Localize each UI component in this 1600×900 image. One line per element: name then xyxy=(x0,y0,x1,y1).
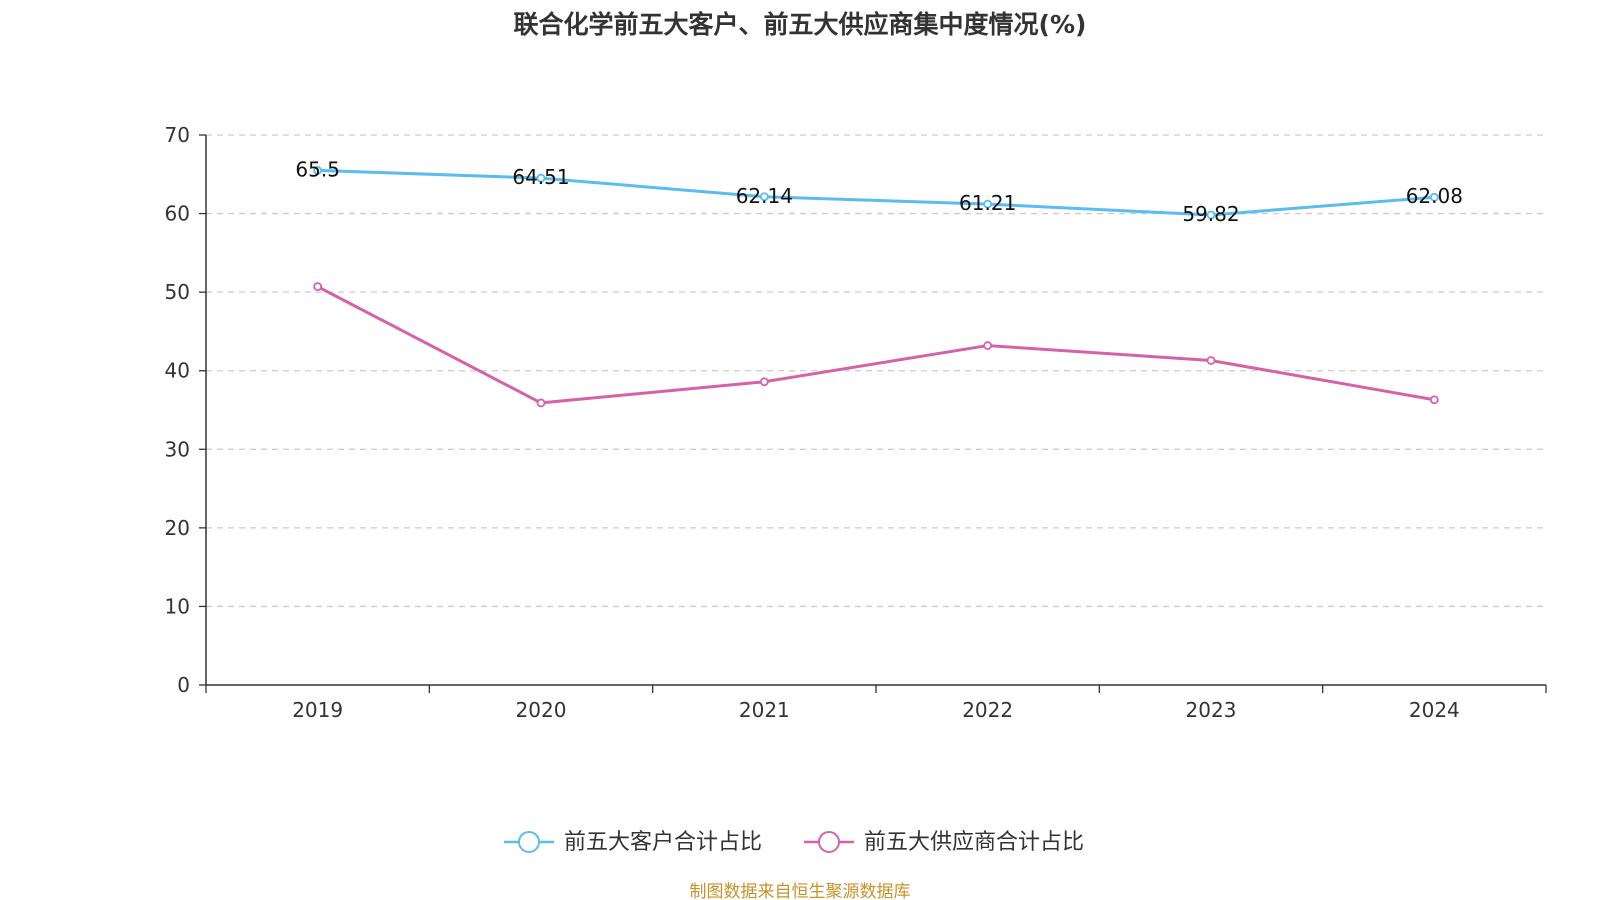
data-label-0-2023: 59.82 xyxy=(1182,202,1239,226)
y-tick-label-60: 60 xyxy=(165,202,190,226)
series-line-0 xyxy=(317,168,1435,217)
x-tick-label-2020: 2020 xyxy=(516,698,567,722)
x-tick-label-2024: 2024 xyxy=(1409,698,1460,722)
legend-item-customers[interactable]: 前五大客户合计占比 xyxy=(504,830,762,855)
y-tick-label-10: 10 xyxy=(165,594,190,618)
data-labels: 65.5 64.51 62.14 61.21 59.82 62.08 xyxy=(295,157,1463,226)
legend-suppliers-label: 前五大供应商合计占比 xyxy=(864,830,1084,855)
data-label-0-2022: 61.21 xyxy=(959,191,1016,215)
series-0-point-2021 xyxy=(759,192,769,202)
axes: 0 10 20 30 40 50 60 70 2019 2020 2021 2022 2023 2024 xyxy=(165,123,1547,722)
legend: 前五大客户合计占比 前五大供应商合计占比 xyxy=(504,830,1084,855)
series-line-1 xyxy=(316,285,1435,405)
data-label-0-2019: 65.5 xyxy=(295,157,340,181)
legend-suppliers-circle-icon xyxy=(818,831,840,853)
chart-title: 联合化学前五大客户、前五大供应商集中度情况(%) xyxy=(514,10,1087,39)
series-0-point-2023 xyxy=(1206,210,1216,220)
legend-customers-label: 前五大客户合计占比 xyxy=(564,830,762,855)
series-0-point-2024 xyxy=(1429,192,1439,202)
x-tick-label-2022: 2022 xyxy=(962,698,1013,722)
legend-item-suppliers[interactable]: 前五大供应商合计占比 xyxy=(804,830,1084,855)
y-tick-label-30: 30 xyxy=(165,437,190,461)
series-0-point-2022 xyxy=(983,199,993,209)
data-label-0-2021: 62.14 xyxy=(736,184,793,208)
y-tick-label-40: 40 xyxy=(165,359,190,383)
y-tick-label-20: 20 xyxy=(165,516,190,540)
legend-customers-circle-icon xyxy=(518,831,540,853)
x-tick-label-2021: 2021 xyxy=(739,698,790,722)
data-source-note: 制图数据来自恒生聚源数据库 xyxy=(690,882,911,900)
series-1-point-2022 xyxy=(983,341,993,350)
y-tick-label-0: 0 xyxy=(177,673,190,697)
series-1-point-2021 xyxy=(759,377,769,387)
data-label-0-2020: 64.51 xyxy=(512,165,569,189)
series-1-point-2020 xyxy=(536,398,546,408)
x-tick-label-2023: 2023 xyxy=(1186,698,1237,722)
y-tick-label-70: 70 xyxy=(165,123,190,147)
data-label-0-2024: 62.08 xyxy=(1406,184,1463,208)
series-0-point-2019 xyxy=(313,165,323,175)
series-0-point-2020 xyxy=(536,173,546,183)
series-lines xyxy=(313,165,1439,408)
y-tick-label-50: 50 xyxy=(165,280,190,304)
series-1-point-2024 xyxy=(1429,395,1439,405)
series-1-point-2023 xyxy=(1206,356,1216,365)
grid-lines xyxy=(206,134,1546,608)
x-tick-label-2019: 2019 xyxy=(292,698,343,722)
series-1-point-2019 xyxy=(313,282,323,292)
